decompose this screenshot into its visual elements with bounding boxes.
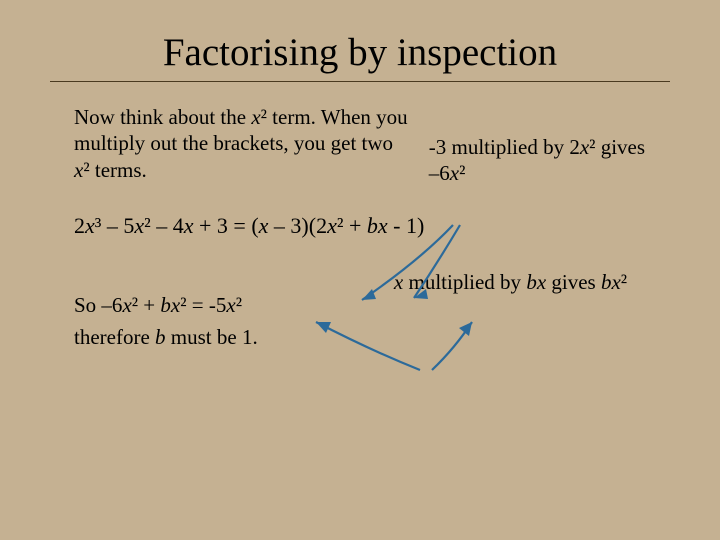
equation: 2x³ – 5x² – 4x + 3 = (x – 3)(2x² + bx - … (74, 213, 670, 239)
paragraph-conclusion: So –6x² + bx² = -5x² therefore b must be… (74, 269, 364, 354)
title-rule (50, 81, 670, 82)
slide-title: Factorising by inspection (50, 30, 670, 75)
paragraph-main: Now think about the x² term. When you mu… (74, 104, 411, 183)
top-row: Now think about the x² term. When you mu… (50, 104, 670, 183)
annotation-top: -3 multiplied by 2x² gives –6x² (429, 134, 646, 187)
slide: Factorising by inspection Now think abou… (0, 0, 720, 540)
annotation-bottom: x multiplied by bx gives bx² (394, 269, 646, 295)
bottom-row: So –6x² + bx² = -5x² therefore b must be… (50, 269, 670, 354)
